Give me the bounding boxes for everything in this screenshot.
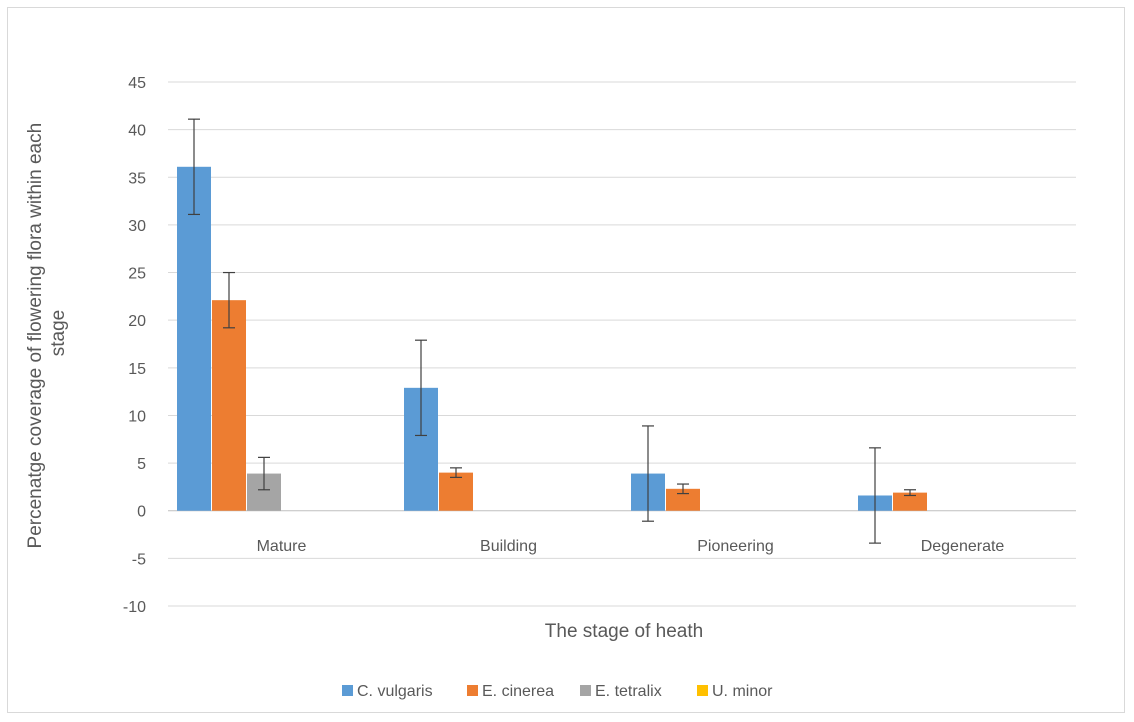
- legend-label: U. minor: [712, 683, 773, 700]
- legend-swatch: [580, 685, 591, 696]
- y-axis-title: Percenatge coverage of flowering flora w…: [25, 118, 69, 549]
- bar: [439, 472, 473, 511]
- y-tick-label: 40: [128, 123, 146, 140]
- y-axis-title-line-1: Percenatge coverage of flowering flora w…: [25, 123, 46, 549]
- y-tick-label: 15: [128, 361, 146, 378]
- y-tick-label: 35: [128, 170, 146, 187]
- bar: [212, 300, 246, 511]
- y-tick-labels: -10 -5 0 5 10 15 20 25 30 35 40 45: [123, 75, 146, 616]
- x-category-labels: Mature Building Pioneering Degenerate: [257, 538, 1005, 555]
- y-tick-label: 20: [128, 313, 146, 330]
- y-tick-label: 25: [128, 266, 146, 283]
- legend-swatch: [697, 685, 708, 696]
- y-tick-label: 10: [128, 408, 146, 425]
- y-tick-label: 45: [128, 75, 146, 92]
- x-category-label: Pioneering: [697, 538, 774, 555]
- legend-label: C. vulgaris: [357, 683, 433, 700]
- bar: [177, 166, 211, 511]
- legend-label: E. tetralix: [595, 683, 662, 700]
- x-category-label: Mature: [257, 538, 307, 555]
- legend-swatch: [342, 685, 353, 696]
- y-tick-label: 0: [137, 504, 146, 521]
- x-category-label: Degenerate: [921, 538, 1005, 555]
- bar: [893, 492, 927, 511]
- x-axis-title: The stage of heath: [545, 621, 703, 642]
- y-tick-label: 30: [128, 218, 146, 235]
- legend-swatch: [467, 685, 478, 696]
- legend-label: E. cinerea: [482, 683, 554, 700]
- gridlines: [168, 81, 1076, 607]
- y-tick-label: 5: [137, 456, 146, 473]
- bar: [666, 488, 700, 511]
- x-category-label: Building: [480, 538, 537, 555]
- y-axis-title-line-2: stage: [48, 310, 69, 356]
- legend: C. vulgaris E. cinerea E. tetralix U. minor: [342, 683, 773, 700]
- y-tick-label: -5: [132, 551, 146, 568]
- bars: [177, 166, 927, 511]
- error-bars: [188, 118, 916, 544]
- y-tick-label: -10: [123, 599, 146, 616]
